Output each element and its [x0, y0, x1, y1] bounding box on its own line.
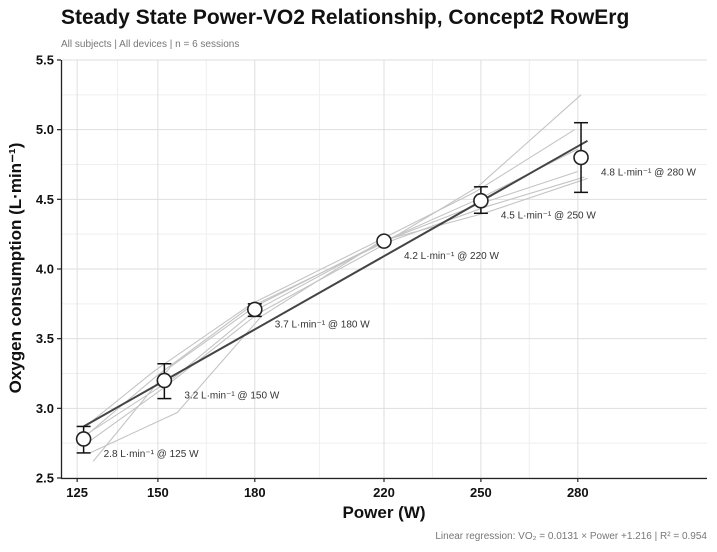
- chart-title: Steady State Power-VO2 Relationship, Con…: [61, 6, 630, 29]
- point-labels: 2.8 L·min⁻¹ @ 125 W 3.2 L·min⁻¹ @ 150 W 3.…: [104, 168, 697, 460]
- mean-points: [75, 149, 589, 447]
- mean-point: [247, 301, 263, 318]
- point-label: 4.8 L·min⁻¹ @ 280 W: [601, 168, 696, 179]
- x-axis-title: Power (W): [342, 503, 426, 522]
- y-tick-label: 3.5: [36, 331, 54, 346]
- point-label: 2.8 L·min⁻¹ @ 125 W: [104, 449, 199, 460]
- y-tick-label: 4.0: [36, 262, 54, 277]
- x-tick-label: 220: [373, 485, 395, 500]
- x-tick-label: 280: [567, 485, 589, 500]
- session-line: [83, 148, 579, 437]
- y-tick-label: 5.5: [36, 53, 54, 68]
- mean-point: [75, 431, 92, 447]
- session-line: [89, 177, 588, 454]
- x-tick-label: 125: [66, 485, 88, 500]
- mean-point: [473, 192, 489, 209]
- point-label: 4.5 L·min⁻¹ @ 250 W: [501, 211, 596, 222]
- y-axis-title: Oxygen consumption (L·min⁻¹): [6, 142, 25, 394]
- y-tick-label: 5.0: [36, 122, 54, 137]
- y-tick-label: 4.5: [36, 192, 54, 207]
- point-label: 4.2 L·min⁻¹ @ 220 W: [404, 251, 499, 262]
- point-label: 3.2 L·min⁻¹ @ 150 W: [184, 390, 279, 401]
- session-line: [83, 129, 575, 429]
- x-tick-label: 180: [244, 485, 266, 500]
- x-axis-ticks: 125 150 180 220 250 280: [66, 478, 589, 500]
- error-bars: [76, 121, 589, 454]
- regression-caption: Linear regression: VO₂ = 0.0131 × Power …: [435, 531, 707, 542]
- mean-point: [573, 149, 589, 166]
- y-tick-label: 2.5: [36, 471, 54, 486]
- session-lines: [80, 94, 588, 462]
- x-tick-label: 150: [147, 485, 169, 500]
- y-axis-ticks: 2.5 3.0 3.5 4.0 4.5 5.0 5.5: [36, 53, 61, 486]
- x-tick-label: 250: [470, 485, 492, 500]
- point-label: 3.7 L·min⁻¹ @ 180 W: [275, 319, 370, 330]
- chart-subtitle: All subjects | All devices | n = 6 sessi…: [61, 39, 240, 50]
- mean-point: [376, 233, 392, 249]
- mean-point: [156, 372, 173, 389]
- y-tick-label: 3.0: [36, 401, 54, 416]
